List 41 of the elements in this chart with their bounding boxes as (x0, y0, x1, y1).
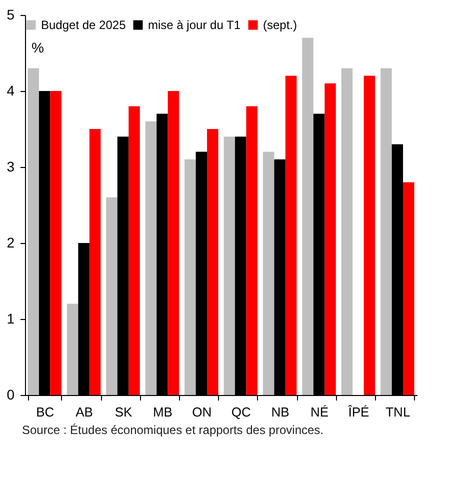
x-tick-label: NB (271, 404, 290, 420)
bar (364, 76, 376, 395)
bar (285, 76, 297, 395)
bar (324, 83, 336, 395)
source-note: Source : Études économiques et rapports des provinces. (21, 422, 324, 438)
y-tick-label: 5 (6, 6, 15, 22)
bar (302, 38, 314, 395)
x-tick-label: ON (192, 404, 212, 420)
x-tick-label: NÉ (310, 404, 329, 420)
bar (224, 136, 235, 395)
y-tick-label: 2 (6, 234, 15, 250)
legend-label: (sept.) (263, 18, 298, 32)
x-tick-label: AB (76, 404, 93, 420)
x-tick-label: ÎPÉ (347, 404, 370, 420)
bar (262, 152, 274, 395)
bar (145, 121, 157, 395)
bar (341, 68, 353, 395)
bar (50, 91, 62, 395)
y-tick-label: 4 (6, 82, 15, 98)
bar (168, 91, 180, 395)
y-tick-label: 0 (6, 386, 15, 402)
x-tick-label: QC (231, 404, 251, 420)
x-tick-label: MB (152, 404, 172, 420)
bar (66, 304, 78, 395)
bar (89, 129, 101, 395)
bar (128, 106, 140, 395)
bar (106, 197, 118, 395)
y-tick-label: 1 (6, 310, 15, 326)
x-tick-label: BC (36, 404, 54, 420)
bar (28, 68, 39, 395)
bar (380, 68, 392, 395)
bar (207, 129, 218, 395)
y-axis-title: % (32, 40, 44, 56)
x-tick-label: TNL (386, 404, 410, 420)
legend-label: Budget de 2025 (41, 18, 126, 32)
bar (403, 182, 414, 395)
y-tick-label: 3 (6, 158, 15, 174)
bar (246, 106, 258, 395)
x-tick-label: SK (114, 404, 132, 420)
bar (184, 159, 196, 395)
legend-label: mise à jour du T1 (148, 18, 241, 32)
